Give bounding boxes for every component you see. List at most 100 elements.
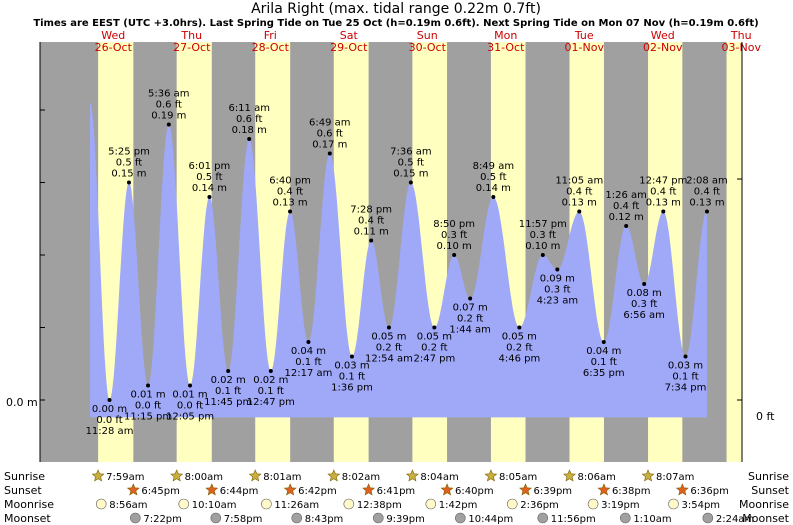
extreme-time: 12:05 pm — [166, 412, 214, 423]
extreme-m: 0.13 m — [689, 198, 724, 209]
extreme-time: 12:17 am — [284, 368, 332, 379]
extreme-ft: 0.4 ft — [277, 187, 303, 198]
sun-icon — [283, 483, 297, 496]
day-name: Wed — [101, 29, 125, 42]
extreme-ft: 0.1 ft — [295, 357, 321, 368]
extreme-m: 0.14 m — [476, 183, 511, 194]
extreme-time: 12:54 am — [365, 354, 413, 365]
sun-icon — [126, 483, 140, 496]
extreme-m: 0.14 m — [192, 183, 227, 194]
extreme-time: 12:47 pm — [247, 397, 295, 408]
extreme-point — [369, 238, 374, 243]
extreme-time: 1:36 pm — [331, 383, 373, 394]
extreme-point — [226, 369, 231, 373]
extreme-time: 1:26 am — [605, 190, 647, 201]
extreme-point — [247, 137, 252, 141]
extreme-point — [555, 267, 560, 272]
extreme-m: 0.15 m — [111, 169, 146, 180]
extreme-ft: 0.4 ft — [613, 201, 639, 212]
moonset-icon — [210, 512, 222, 524]
extreme-ft: 0.1 ft — [215, 386, 241, 397]
tide-curve — [90, 102, 707, 418]
day-date: 31-Oct — [487, 41, 525, 54]
extreme-ft: 0.6 ft — [156, 100, 182, 111]
extreme-time: 6:40 pm — [269, 176, 311, 187]
extreme-ft: 0.0 ft — [96, 415, 122, 426]
sun-icon — [170, 469, 184, 482]
extreme-m: 0.05 m — [502, 332, 537, 343]
extreme-ft: 0.1 ft — [672, 372, 698, 383]
day-date: 26-Oct — [95, 41, 133, 54]
extreme-time: 7:36 am — [390, 147, 432, 158]
extreme-m: 0.19 m — [151, 111, 186, 122]
extreme-point — [268, 369, 273, 373]
extreme-m: 0.04 m — [586, 346, 621, 357]
moonrise-icon — [506, 498, 518, 510]
moonset-time: 9:39pm — [386, 514, 425, 525]
moonset-icon — [373, 512, 384, 524]
extreme-point — [126, 180, 131, 185]
extreme-ft: 0.2 ft — [421, 343, 447, 354]
row-label-left: Moonset — [4, 512, 51, 525]
row-label-left: Sunset — [4, 484, 42, 497]
extreme-m: 0.15 m — [393, 169, 428, 180]
extreme-m: 0.10 m — [525, 241, 560, 252]
extreme-point — [327, 151, 332, 156]
extreme-m: 0.00 m — [92, 404, 127, 415]
extreme-point — [432, 325, 437, 330]
extreme-point — [306, 340, 311, 344]
day-date: 27-Oct — [173, 41, 211, 54]
day-date: 30-Oct — [409, 41, 447, 54]
moonset-icon — [291, 512, 303, 524]
moonset-time: 10:44pm — [468, 514, 513, 525]
row-label-right: Moonset — [742, 512, 789, 525]
moonset-time: 1:10am — [633, 514, 671, 525]
moonset-time: 8:43pm — [305, 514, 344, 525]
extreme-ft: 0.1 ft — [258, 386, 284, 397]
sunrise-time: 8:04am — [420, 472, 458, 483]
day-date: 01-Nov — [565, 41, 605, 54]
sunset-time: 6:44pm — [220, 486, 259, 497]
sun-icon — [641, 469, 655, 482]
extreme-point — [408, 180, 413, 185]
sun-icon — [362, 483, 376, 496]
sun-icon — [91, 469, 105, 482]
moonset-icon — [537, 512, 549, 524]
extreme-m: 0.01 m — [172, 390, 207, 401]
moonset-icon — [455, 512, 466, 524]
moonset-time: 11:56pm — [551, 514, 596, 525]
sunrise-time: 7:59am — [106, 472, 144, 483]
chart-subtitle: Times are EEST (UTC +3.0hrs). Last Sprin… — [33, 18, 758, 29]
sun-icon — [405, 469, 419, 482]
extreme-m: 0.18 m — [232, 125, 267, 136]
day-name: Tue — [574, 29, 594, 42]
moonset-time: 2:24am — [716, 514, 754, 525]
day-name: Wed — [651, 29, 675, 42]
extreme-time: 4:46 pm — [498, 354, 540, 365]
extreme-point — [642, 282, 647, 286]
extreme-point — [386, 325, 391, 330]
day-date: 29-Oct — [330, 41, 368, 54]
extreme-point — [188, 383, 193, 388]
extreme-m: 0.08 m — [627, 288, 662, 299]
sunset-time: 6:36pm — [690, 486, 729, 497]
sun-icon — [484, 469, 498, 482]
extreme-point — [107, 398, 112, 402]
extreme-m: 0.10 m — [437, 241, 472, 252]
sunset-time: 6:39pm — [534, 486, 573, 497]
extreme-ft: 0.5 ft — [398, 158, 424, 169]
moonset-icon — [130, 512, 141, 524]
extreme-ft: 0.2 ft — [506, 343, 532, 354]
extreme-ft: 0.5 ft — [480, 172, 506, 183]
extreme-time: 5:25 pm — [108, 147, 150, 158]
extreme-ft: 0.6 ft — [236, 114, 262, 125]
extreme-time: 11:15 pm — [124, 412, 172, 423]
extreme-point — [624, 224, 629, 228]
extreme-time: 6:35 pm — [583, 368, 625, 379]
sun-icon — [327, 469, 341, 482]
day-date: 03-Nov — [722, 41, 762, 54]
moonset-time: 7:58pm — [224, 514, 263, 525]
moonrise-time: 11:26am — [274, 500, 319, 511]
